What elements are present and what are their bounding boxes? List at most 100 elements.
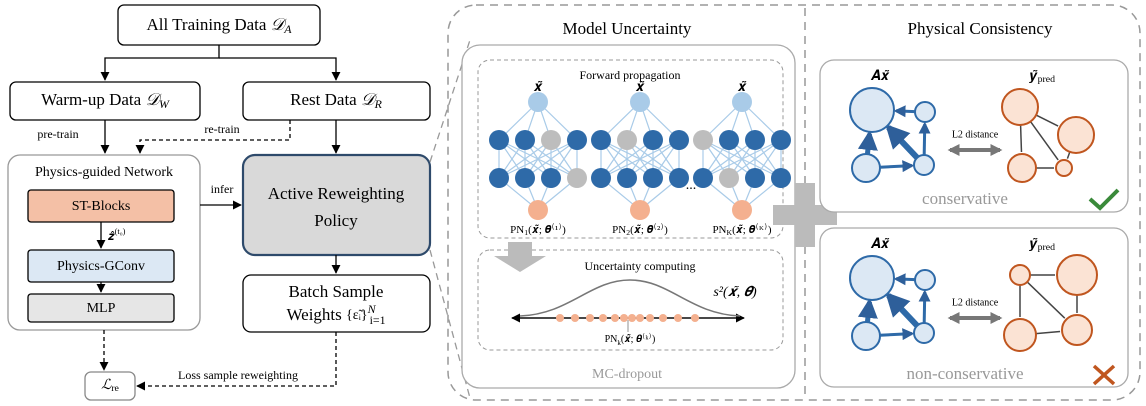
input-label: 𝑨𝒙̃ [871, 69, 891, 84]
net-node [669, 168, 689, 188]
output-label: 𝒚̃pred [1029, 237, 1055, 253]
output-symbol: 𝒚̃ [1029, 69, 1038, 84]
net-node [515, 168, 535, 188]
block-label: Physics-GConv [57, 259, 145, 274]
sample-dot [674, 314, 682, 322]
graph-edge [857, 297, 878, 323]
panel-box [819, 59, 1129, 213]
net-node [719, 168, 739, 188]
net-edge [498, 139, 552, 179]
graph-node [1009, 264, 1031, 286]
rest-label: Rest Data 𝒟R [290, 90, 382, 111]
net-node [732, 92, 752, 112]
net-node [528, 200, 548, 220]
net-edge [498, 139, 578, 179]
net-node [745, 168, 765, 188]
loss-symbol: ℒre [101, 378, 119, 394]
graph-node [851, 321, 881, 351]
graph-edge [1066, 151, 1071, 159]
gaussian [519, 279, 741, 317]
pretrain-label: pre-train [37, 127, 78, 141]
network-args: (𝒙̃; 𝜽⁽²⁾) [630, 223, 668, 236]
block-label: ST-Blocks [72, 199, 131, 214]
arrow [136, 332, 337, 391]
graph-node [914, 101, 936, 123]
sample-dot [611, 314, 619, 322]
computing-title: Uncertainty computing [585, 259, 696, 273]
sample-dot [586, 314, 594, 322]
graph-edge [1035, 330, 1061, 335]
graph-edge [1019, 124, 1023, 153]
network-name: PN [712, 224, 726, 236]
net-node [643, 130, 663, 150]
check-mark [1088, 188, 1120, 211]
retrain-label: re-train [204, 122, 239, 136]
latent-label: 𝒛̂(t₀) [108, 227, 126, 243]
sample-dot [691, 314, 699, 322]
sample-dot [646, 314, 654, 322]
graph-edge [879, 160, 915, 173]
graph-edge [857, 129, 878, 155]
net-node [617, 130, 637, 150]
network-label: PN2(𝒙̃; 𝜽⁽²⁾) [612, 223, 668, 237]
net-node [643, 168, 663, 188]
graph-node [913, 154, 935, 176]
arrow [100, 45, 220, 81]
network-sub: 1 [524, 228, 528, 237]
net-node [745, 130, 765, 150]
metric-label: L2 distance [952, 129, 999, 140]
panel-box [819, 227, 1129, 388]
net-node [732, 200, 752, 220]
graph-edge [893, 105, 916, 118]
weights-label: Batch Sample [289, 282, 384, 301]
net-node [693, 168, 713, 188]
plus [773, 183, 837, 247]
forward-box [477, 59, 784, 239]
graph-edge [918, 289, 931, 324]
graph-node [1055, 159, 1073, 177]
mlp-box [27, 293, 175, 323]
network-sub: K [727, 228, 733, 237]
graph-edge [885, 291, 920, 328]
net-edge [702, 139, 756, 179]
all-data-label: All Training Data 𝒟A [146, 15, 292, 36]
verdict-label: non-conservative [906, 364, 1023, 383]
metric-label: L2 distance [952, 297, 999, 308]
net-node [528, 92, 548, 112]
arrow [135, 120, 291, 154]
net-node [693, 130, 713, 150]
net-node [669, 130, 689, 150]
weights-label: Weights {ε̃ᵢ}N i=1 [286, 302, 385, 327]
block-label: MLP [87, 301, 116, 316]
infer-label: infer [211, 182, 234, 196]
zoom-line [429, 39, 471, 399]
graph-node [1001, 88, 1039, 126]
net-node [567, 130, 587, 150]
graph-edge [1026, 281, 1066, 319]
input-label: 𝒙̃ [737, 80, 747, 95]
net-node [591, 168, 611, 188]
net-node [567, 168, 587, 188]
output-label: 𝒚̃pred [1029, 69, 1055, 85]
verdict-label: conservative [922, 189, 1008, 208]
net-node [489, 130, 509, 150]
sample-dot [659, 314, 667, 322]
policy-box [241, 153, 432, 257]
section-title: Physical Consistency [908, 19, 1053, 38]
graph-node [849, 255, 895, 301]
input-label: 𝑨𝒙̃ [871, 237, 891, 252]
net-node [489, 168, 509, 188]
ellipsis: ... [686, 178, 697, 193]
sample-label: PNk(𝒙̃; 𝜽⁽ᵏ⁾) [605, 332, 656, 346]
graph-node [914, 269, 936, 291]
input-label: 𝒙̃ [635, 80, 645, 95]
graph-node [849, 87, 895, 133]
graph-edge [885, 123, 920, 160]
graph-edge [893, 273, 916, 286]
network-label: PNK(𝒙̃; 𝜽⁽ᴷ⁾) [712, 223, 771, 237]
sample-dot [636, 314, 644, 322]
net-node [541, 168, 561, 188]
graph-node [851, 153, 881, 183]
loss-caption: Loss sample reweighting [178, 368, 298, 382]
